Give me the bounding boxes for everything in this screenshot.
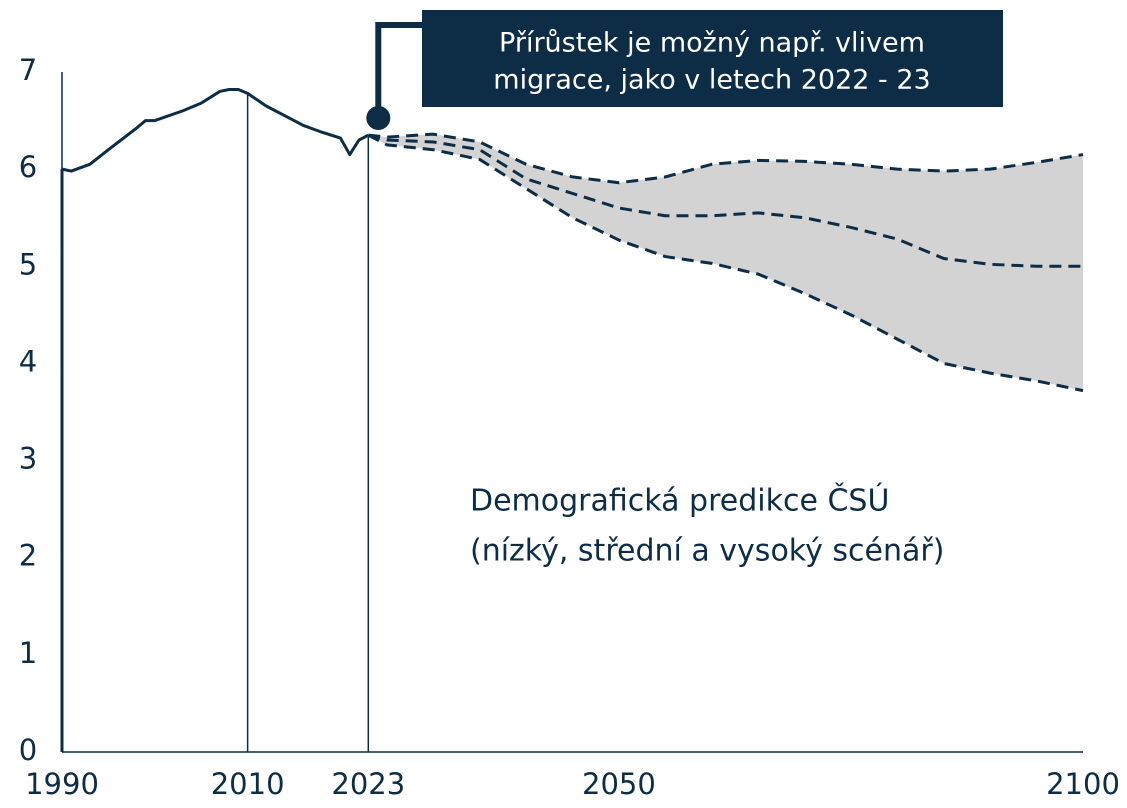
- y-tick-label: 1: [19, 636, 37, 670]
- callout-connector: [375, 22, 422, 118]
- x-tick-label: 2023: [331, 767, 405, 801]
- series-line: [367, 133, 1084, 393]
- note-line: Demografická predikce ČSÚ: [470, 482, 889, 519]
- x-tick-label: 2100: [1046, 767, 1120, 801]
- x-tick-label: 1990: [25, 767, 99, 801]
- y-tick-label: 6: [19, 150, 37, 184]
- series-line: [368, 132, 1084, 185]
- y-tick-label: 4: [19, 344, 37, 378]
- y-tick-label: 7: [19, 53, 37, 87]
- scenario-band: [368, 134, 1083, 391]
- series-line: [61, 87, 369, 173]
- x-tick-label: 2050: [582, 767, 656, 801]
- note-line: (nízký, střední a vysoký scénář): [470, 534, 944, 569]
- x-tick-label: 2010: [211, 767, 285, 801]
- y-tick-label: 5: [19, 247, 37, 281]
- y-tick-label: 2: [19, 539, 37, 573]
- series-line: [367, 133, 1083, 268]
- callout-text: migrace, jako v letech 2022 - 23: [493, 65, 930, 96]
- y-tick-label: 0: [19, 733, 37, 767]
- callout-dot: [366, 106, 391, 130]
- callout-box: [422, 10, 1003, 107]
- callout-text: Přírůstek je možný např. vlivem: [499, 28, 925, 59]
- y-tick-label: 3: [19, 442, 37, 476]
